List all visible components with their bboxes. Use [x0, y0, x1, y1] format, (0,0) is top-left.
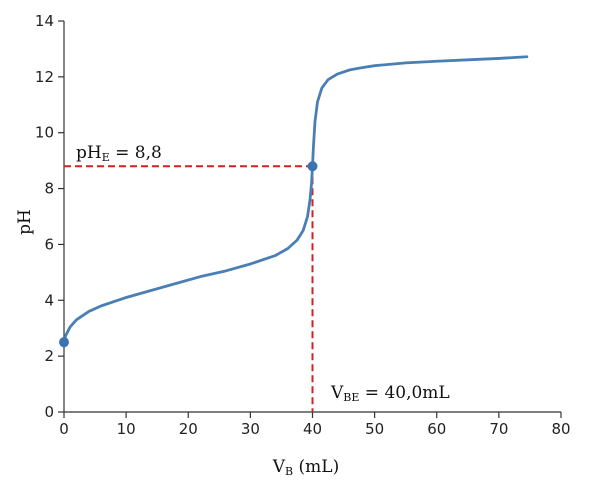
- annotation-ph-equivalence: pHE = 8,8: [76, 143, 162, 164]
- y-tick-label: 6: [44, 235, 54, 253]
- y-tick-label: 8: [44, 180, 54, 198]
- y-tick-label: 10: [35, 124, 54, 142]
- annot-vb-main: V: [330, 383, 344, 403]
- x-ticks: 0 10 20 30 40 50 60 70 80: [59, 412, 571, 438]
- annot-ph-sub: E: [102, 151, 110, 164]
- annot-ph-main: pH: [76, 143, 102, 163]
- x-tick-label: 80: [551, 420, 570, 438]
- equivalence-guides: [64, 165, 314, 412]
- annotation-volume-equivalence: VBE = 40,0mL: [330, 383, 450, 404]
- y-tick-label: 12: [35, 68, 54, 86]
- y-ticks: 0 2 4 6 8 10 12 14: [35, 12, 64, 421]
- x-title-main: V: [272, 457, 286, 477]
- y-tick-label: 2: [44, 347, 54, 365]
- x-title-suffix: (mL): [293, 457, 339, 477]
- x-tick-label: 10: [117, 420, 136, 438]
- x-tick-label: 70: [489, 420, 508, 438]
- annot-vb-sub: BE: [343, 391, 359, 404]
- markers: [59, 161, 318, 348]
- x-tick-label: 0: [59, 420, 69, 438]
- y-tick-label: 14: [35, 12, 54, 30]
- annot-vb-rest: = 40,0mL: [359, 383, 449, 403]
- equivalence-point-marker: [307, 161, 318, 172]
- x-tick-label: 30: [241, 420, 260, 438]
- x-tick-label: 20: [179, 420, 198, 438]
- x-tick-label: 50: [365, 420, 384, 438]
- x-tick-label: 40: [303, 420, 322, 438]
- x-title-sub: B: [285, 465, 293, 478]
- y-tick-label: 4: [44, 291, 54, 309]
- annot-ph-rest: = 8,8: [110, 143, 162, 163]
- y-axis-title: pH: [15, 209, 35, 235]
- titration-curve: [62, 55, 529, 344]
- start-point-marker: [59, 337, 69, 348]
- y-tick-label: 0: [44, 403, 54, 421]
- x-axis-title: VB (mL): [272, 457, 339, 478]
- x-tick-label: 60: [427, 420, 446, 438]
